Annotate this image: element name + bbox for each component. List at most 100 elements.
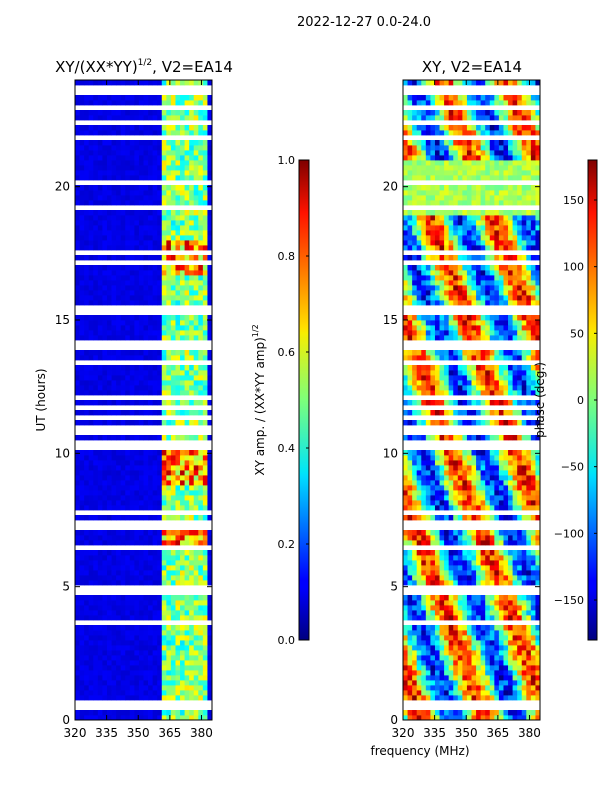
heatmap-cell	[517, 390, 522, 395]
heatmap-cell	[75, 670, 80, 675]
heatmap-cell	[130, 665, 135, 670]
heatmap-cell	[89, 455, 94, 460]
heatmap-cell	[84, 165, 89, 170]
heatmap-cell	[449, 370, 454, 375]
heatmap-cell	[485, 665, 490, 670]
heatmap-cell	[531, 490, 536, 495]
heatmap-cell	[440, 350, 445, 355]
heatmap-cell	[175, 595, 180, 600]
heatmap-cell	[157, 210, 162, 215]
heatmap-cell	[476, 635, 481, 640]
heatmap-cell	[194, 80, 199, 85]
heatmap-cell	[185, 595, 190, 600]
heatmap-cell	[417, 630, 422, 635]
heatmap-cell	[80, 530, 85, 535]
heatmap-cell	[408, 295, 413, 300]
heatmap-cell	[198, 320, 203, 325]
heatmap-cell	[171, 145, 176, 150]
heatmap-cell	[198, 455, 203, 460]
heatmap-cell	[175, 645, 180, 650]
heatmap-cell	[435, 475, 440, 480]
heatmap-cell	[458, 640, 463, 645]
heatmap-cell	[175, 675, 180, 680]
heatmap-cell	[444, 570, 449, 575]
heatmap-cell	[93, 670, 98, 675]
heatmap-cell	[89, 375, 94, 380]
heatmap-cell	[80, 475, 85, 480]
heatmap-cell	[476, 480, 481, 485]
heatmap-cell	[472, 615, 477, 620]
heatmap-cell	[185, 80, 190, 85]
heatmap-cell	[440, 580, 445, 585]
heatmap-cell	[162, 280, 167, 285]
heatmap-cell	[89, 255, 94, 260]
heatmap-cell	[194, 650, 199, 655]
heatmap-cell	[89, 170, 94, 175]
heatmap-cell	[203, 195, 208, 200]
heatmap-cell	[125, 475, 130, 480]
heatmap-cell	[162, 245, 167, 250]
heatmap-cell	[408, 380, 413, 385]
heatmap-cell	[453, 420, 458, 425]
heatmap-cell	[513, 285, 518, 290]
heatmap-cell	[93, 660, 98, 665]
heatmap-cell	[472, 625, 477, 630]
heatmap-cell	[166, 600, 171, 605]
heatmap-cell	[421, 435, 426, 440]
heatmap-cell	[522, 695, 527, 700]
heatmap-cell	[531, 615, 536, 620]
heatmap-cell	[517, 325, 522, 330]
heatmap-cell	[440, 640, 445, 645]
heatmap-cell	[531, 555, 536, 560]
heatmap-cell	[426, 540, 431, 545]
heatmap-cell	[130, 650, 135, 655]
heatmap-cell	[203, 160, 208, 165]
heatmap-cell	[517, 625, 522, 630]
heatmap-cell	[513, 435, 518, 440]
heatmap-cell	[503, 420, 508, 425]
heatmap-cell	[166, 210, 171, 215]
heatmap-cell	[421, 600, 426, 605]
heatmap-cell	[467, 330, 472, 335]
heatmap-cell	[508, 335, 513, 340]
heatmap-cell	[440, 335, 445, 340]
heatmap-cell	[426, 480, 431, 485]
heatmap-cell	[485, 485, 490, 490]
heatmap-cell	[499, 645, 504, 650]
heatmap-cell	[194, 150, 199, 155]
heatmap-cell	[125, 455, 130, 460]
heatmap-cell	[153, 285, 158, 290]
heatmap-cell	[481, 660, 486, 665]
heatmap-cell	[107, 655, 112, 660]
heatmap-cell	[490, 580, 495, 585]
heatmap-cell	[462, 320, 467, 325]
heatmap-cell	[112, 645, 117, 650]
heatmap-cell	[180, 655, 185, 660]
heatmap-cell	[180, 475, 185, 480]
heatmap-cell	[531, 640, 536, 645]
heatmap-cell	[93, 380, 98, 385]
heatmap-cell	[513, 600, 518, 605]
heatmap-cell	[116, 580, 121, 585]
heatmap-cell	[157, 265, 162, 270]
heatmap-cell	[134, 335, 139, 340]
heatmap-cell	[116, 320, 121, 325]
heatmap-cell	[171, 600, 176, 605]
heatmap-cell	[203, 480, 208, 485]
heatmap-cell	[421, 680, 426, 685]
heatmap-cell	[84, 490, 89, 495]
heatmap-cell	[449, 550, 454, 555]
heatmap-cell	[444, 685, 449, 690]
heatmap-cell	[499, 540, 504, 545]
left-title-suffix: , V2=EA14	[152, 58, 233, 76]
heatmap-cell	[426, 505, 431, 510]
heatmap-cell	[171, 230, 176, 235]
heatmap-cell	[139, 130, 144, 135]
heatmap-cell	[80, 625, 85, 630]
heatmap-cell	[80, 290, 85, 295]
heatmap-cell	[403, 595, 408, 600]
heatmap-cell	[162, 230, 167, 235]
heatmap-cell	[175, 335, 180, 340]
heatmap-cell	[194, 315, 199, 320]
heatmap-cell	[458, 280, 463, 285]
